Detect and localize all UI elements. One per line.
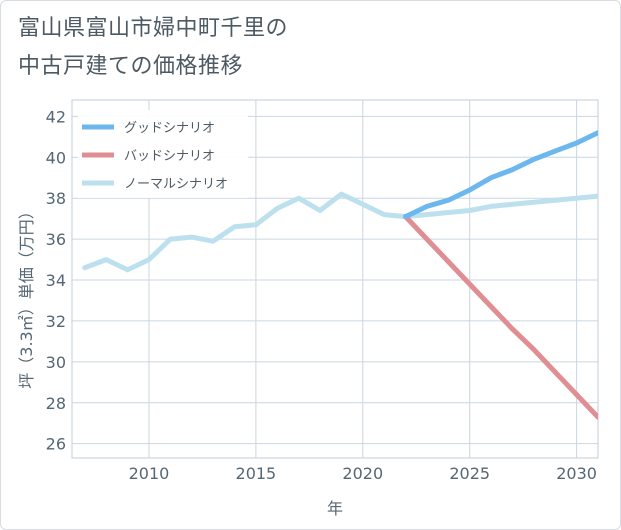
series-line-0 (403, 130, 598, 220)
x-axis-label: 年 (327, 499, 343, 518)
x-tick-label: 2030 (556, 464, 597, 483)
chart-title-line-1: 富山県富山市婦中町千里の (18, 16, 289, 41)
series-lines (82, 130, 598, 420)
chart-title-line-2: 中古戸建ての価格推移 (18, 54, 244, 79)
y-tick-label: 42 (46, 107, 66, 126)
y-tick-label: 32 (46, 312, 66, 331)
y-tick-label: 34 (46, 271, 66, 290)
series-line-2 (82, 191, 598, 273)
y-tick-label: 38 (46, 189, 66, 208)
x-tick-label: 2025 (449, 464, 490, 483)
series-line-1 (403, 214, 598, 420)
x-tick-label: 2010 (129, 464, 170, 483)
y-tick-label: 28 (46, 394, 66, 413)
chart-title: 富山県富山市婦中町千里の 中古戸建ての価格推移 (18, 10, 598, 86)
y-tick-label: 30 (46, 353, 66, 372)
x-tick-label: 2015 (236, 464, 277, 483)
legend-entry: グッドシナリオ (124, 121, 215, 136)
y-tick-label: 26 (46, 435, 66, 454)
tick-labels: 2010 2015 2020 2025 2030 26 28 30 32 34 36 38 40 42 (46, 107, 597, 483)
legend-entry: ノーマルシナリオ (124, 177, 228, 192)
legend-entry: バッドシナリオ (124, 149, 215, 164)
y-axis-label: 坪（3.3㎡）単価（万円） (17, 203, 36, 388)
x-tick-label: 2020 (342, 464, 383, 483)
y-tick-label: 36 (46, 230, 66, 249)
y-tick-label: 40 (46, 148, 66, 167)
